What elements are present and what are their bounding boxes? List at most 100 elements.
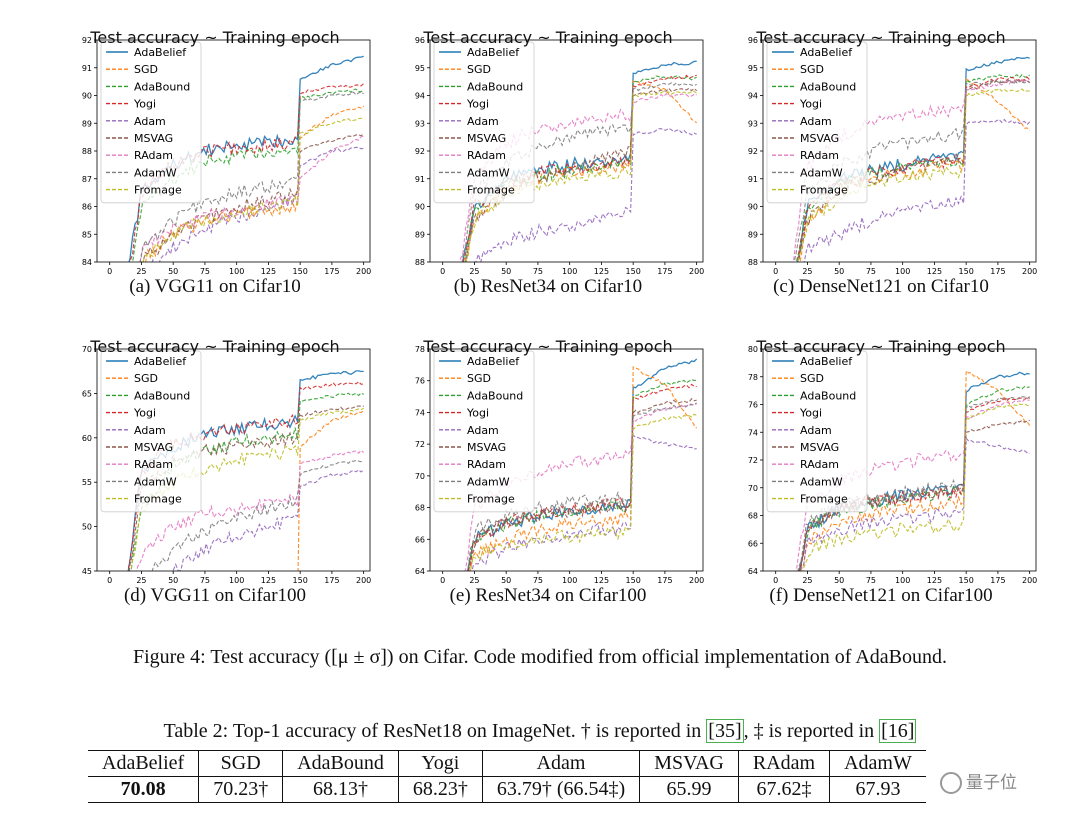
legend-label: SGD [134, 372, 158, 385]
legend-label: AdaBelief [134, 46, 187, 59]
series-line-sgd [800, 369, 1031, 571]
legend-label: AdaBound [467, 389, 523, 402]
y-tick-label: 80 [748, 345, 758, 354]
table-header-cell: MSVAG [639, 750, 739, 777]
y-tick-label: 96 [748, 36, 758, 45]
y-tick-label: 93 [415, 119, 425, 128]
y-tick-label: 88 [415, 258, 425, 267]
table-header-cell: AdaBound [282, 750, 399, 777]
table-cell: 67.93 [829, 776, 926, 803]
legend-label: SGD [800, 63, 824, 76]
legend-box [100, 41, 202, 204]
chart-panel-f: 0 25 50 75 100 125 150 175 200 64 66 68 70 72 74 76 78 80… [711, 327, 1051, 612]
y-tick-label: 55 [82, 478, 92, 487]
legend-label: Yogi [799, 98, 822, 111]
x-tick-label: 50 [834, 267, 844, 276]
x-tick-label: 150 [959, 267, 974, 276]
legend-box [433, 41, 535, 204]
y-tick-label: 91 [748, 175, 758, 184]
y-tick-label: 72 [748, 456, 758, 465]
y-tick-label: 95 [748, 64, 758, 73]
y-tick-label: 88 [748, 258, 758, 267]
y-tick-label: 85 [82, 230, 92, 239]
legend-label: MSVAG [800, 441, 839, 454]
legend-label: AdamW [800, 166, 843, 179]
chart-plot-e: 0 25 50 75 100 125 150 175 200 64 66 68 70 72 74 76 78 Ad… [415, 345, 704, 585]
legend-label: AdaBound [134, 389, 190, 402]
series-line-adam [172, 469, 365, 571]
legend-label: Fromage [467, 184, 515, 197]
y-tick-label: 72 [415, 440, 425, 449]
legend-label: Yogi [466, 98, 489, 111]
table-cell: 70.23† [198, 776, 283, 803]
x-tick-label: 200 [1022, 576, 1037, 585]
legend-label: AdamW [467, 166, 510, 179]
legend-label: AdamW [467, 475, 510, 488]
legend-label: AdaBelief [800, 46, 853, 59]
legend-label: MSVAG [467, 132, 506, 145]
x-tick-label: 50 [168, 267, 178, 276]
x-tick-label: 175 [657, 576, 672, 585]
legend-label: Fromage [467, 493, 515, 506]
legend: AdaBelief SGD AdaBound Yogi Adam MSVAG RAdam Ad… [100, 350, 202, 513]
legend-label: Fromage [800, 184, 848, 197]
subcaption-c: (c) DenseNet121 on Cifar10 [773, 276, 989, 297]
reference-link-35[interactable]: [35] [706, 719, 744, 743]
subcaption-f: (f) DenseNet121 on Cifar100 [769, 585, 993, 606]
y-tick-label: 87 [82, 175, 92, 184]
x-tick-label: 75 [200, 576, 210, 585]
chart-plot-d: 0 25 50 75 100 125 150 175 200 45 50 55 60 65 70 AdaBel… [82, 345, 371, 585]
series-line-radam [136, 449, 365, 571]
subcaption-a: (a) VGG11 on Cifar10 [129, 276, 301, 297]
legend-label: RAdam [134, 458, 173, 471]
x-tick-label: 25 [136, 267, 146, 276]
y-tick-label: 66 [415, 535, 425, 544]
y-tick-label: 89 [82, 119, 92, 128]
legend-label: Fromage [134, 184, 182, 197]
legend-label: SGD [467, 372, 491, 385]
y-tick-label: 76 [748, 401, 758, 410]
x-tick-label: 50 [501, 267, 511, 276]
subcaption-d: (d) VGG11 on Cifar100 [123, 585, 307, 606]
chart-panel-c: 0 25 50 75 100 125 150 175 200 88 89 90 91 92 93 94 95 96… [711, 18, 1051, 303]
table-cell: 63.79† (66.54‡) [481, 776, 640, 803]
chart-plot-f: 0 25 50 75 100 125 150 175 200 64 66 68 70 72 74 76 78 80… [748, 345, 1037, 585]
series-line-sgd [469, 366, 698, 571]
series-line-fromage [142, 117, 364, 262]
table-caption: Table 2: Top-1 accuracy of ResNet18 on I… [0, 719, 1080, 743]
y-tick-label: 68 [415, 504, 425, 513]
y-tick-label: 90 [415, 203, 425, 212]
x-tick-label: 0 [773, 576, 778, 585]
series-line-msvag [798, 419, 1030, 571]
legend-label: RAdam [800, 458, 839, 471]
y-tick-label: 86 [82, 203, 92, 212]
x-tick-label: 0 [107, 267, 112, 276]
legend-label: MSVAG [134, 132, 173, 145]
legend-label: AdaBound [134, 80, 190, 93]
y-tick-label: 78 [748, 373, 758, 382]
table-header-cell: Adam [481, 750, 640, 777]
x-tick-label: 175 [324, 267, 339, 276]
y-tick-label: 92 [415, 147, 425, 156]
table-caption-text: Table 2: Top-1 accuracy of ResNet18 on I… [163, 720, 707, 742]
legend: AdaBelief SGD AdaBound Yogi Adam MSVAG RAdam Ad… [433, 41, 535, 204]
x-tick-label: 150 [293, 267, 308, 276]
plot-frame [96, 348, 371, 572]
x-tick-label: 125 [594, 267, 609, 276]
legend-label: AdaBelief [467, 355, 520, 368]
legend-label: Adam [800, 115, 832, 128]
reference-link-16[interactable]: [16] [879, 719, 917, 743]
legend-box [766, 41, 868, 204]
x-tick-label: 25 [136, 576, 146, 585]
x-tick-label: 100 [562, 267, 577, 276]
legend-label: Fromage [134, 493, 182, 506]
x-tick-label: 0 [107, 576, 112, 585]
x-tick-label: 150 [293, 576, 308, 585]
series-line-fromage [469, 413, 697, 571]
x-tick-label: 50 [834, 576, 844, 585]
series-line-adabound [799, 385, 1030, 571]
series-line-yogi [797, 396, 1030, 571]
series-line-adam [471, 434, 697, 571]
series-line-msvag [798, 79, 1031, 262]
x-tick-label: 150 [626, 267, 641, 276]
